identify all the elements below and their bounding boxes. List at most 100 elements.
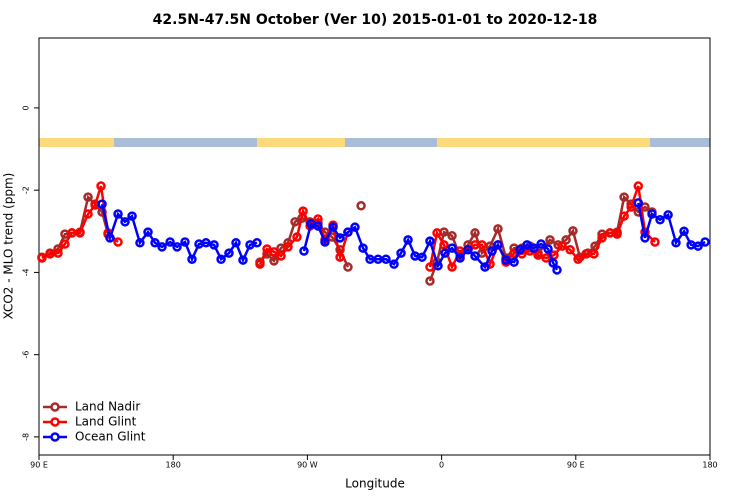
data-point [83, 192, 93, 202]
data-point [515, 245, 525, 255]
data-point [157, 242, 167, 252]
data-point [455, 253, 465, 263]
data-point [470, 251, 480, 261]
data-point [343, 262, 353, 272]
legend-swatch-point [50, 417, 60, 427]
data-point [619, 192, 629, 202]
data-point [335, 233, 345, 243]
data-point [298, 206, 308, 216]
ocean-segment [114, 138, 257, 147]
data-point [557, 241, 567, 251]
data-point [663, 210, 673, 220]
data-point [679, 226, 689, 237]
data-point [597, 233, 607, 243]
data-point [565, 245, 575, 255]
data-point [53, 248, 63, 258]
y-tick-label: -6 [22, 351, 31, 359]
y-axis-label: XCO2 - MLO trend (ppm) [2, 173, 16, 320]
data-point [671, 238, 681, 248]
data-point [180, 237, 190, 247]
data-point [529, 243, 539, 253]
data-point [552, 265, 562, 275]
data-point [541, 253, 551, 263]
data-point [640, 233, 650, 243]
data-point [105, 233, 115, 243]
data-point [447, 231, 457, 241]
data-point [433, 261, 443, 271]
data-point [633, 198, 644, 208]
data-point [120, 217, 130, 227]
data-point [447, 243, 457, 253]
data-point [568, 226, 578, 236]
data-point [320, 237, 330, 247]
x-tick-label: 90 E [30, 461, 48, 470]
data-point [299, 246, 309, 256]
data-point [493, 240, 503, 250]
data-point [269, 247, 279, 257]
ocean-segment [650, 138, 710, 147]
data-point [231, 238, 241, 248]
data-point [216, 254, 226, 264]
x-tick-label: 180 [702, 461, 717, 470]
x-tick-label: 90 W [297, 461, 318, 470]
plot-frame [38, 37, 711, 456]
data-point [396, 248, 406, 258]
legend-swatch-point [50, 402, 60, 412]
data-point [172, 242, 182, 252]
data-point [493, 224, 503, 234]
data-point [127, 211, 137, 221]
data-point [209, 240, 219, 250]
data-point [633, 181, 644, 191]
data-point [343, 227, 353, 237]
data-point [463, 245, 473, 255]
data-point [545, 235, 555, 245]
data-point [313, 221, 323, 231]
data-point [97, 199, 107, 209]
data-point [283, 242, 293, 252]
data-point [201, 238, 211, 248]
data-point [501, 255, 511, 265]
data-point [269, 256, 279, 266]
data-point [389, 259, 399, 269]
data-point [470, 228, 480, 238]
data-point [135, 238, 145, 248]
legend-swatch-point [50, 432, 60, 442]
data-point [292, 232, 302, 242]
data-point [487, 246, 497, 256]
data-point [480, 262, 490, 272]
land-ocean-strip [39, 138, 710, 147]
data-point [439, 240, 449, 250]
data-point [536, 239, 546, 249]
y-tick-label: -2 [22, 186, 31, 194]
chart-title: 42.5N-47.5N October (Ver 10) 2015-01-01 … [153, 12, 598, 28]
data-point [533, 250, 543, 260]
data-point [477, 240, 487, 250]
data-point [328, 222, 338, 232]
data-point [290, 217, 300, 227]
data-point [113, 237, 123, 247]
data-point [96, 181, 106, 191]
x-tick-label: 180 [166, 461, 181, 470]
ocean-segment [345, 138, 437, 147]
data-point [83, 209, 93, 219]
data-point [447, 262, 457, 272]
data-point [403, 235, 413, 245]
data-point [350, 222, 360, 232]
data-point [150, 238, 160, 248]
x-tick-label: 90 E [567, 461, 585, 470]
data-point [276, 251, 286, 261]
data-point [358, 243, 368, 253]
data-point [60, 239, 70, 249]
data-point [589, 249, 599, 259]
data-point [75, 228, 85, 238]
data-point [612, 229, 622, 239]
data-point [425, 276, 435, 286]
x-axis-label: Longitude [345, 477, 405, 491]
data-point [143, 227, 153, 237]
data-point [655, 215, 665, 225]
data-point [509, 257, 519, 267]
data-point [335, 252, 345, 262]
